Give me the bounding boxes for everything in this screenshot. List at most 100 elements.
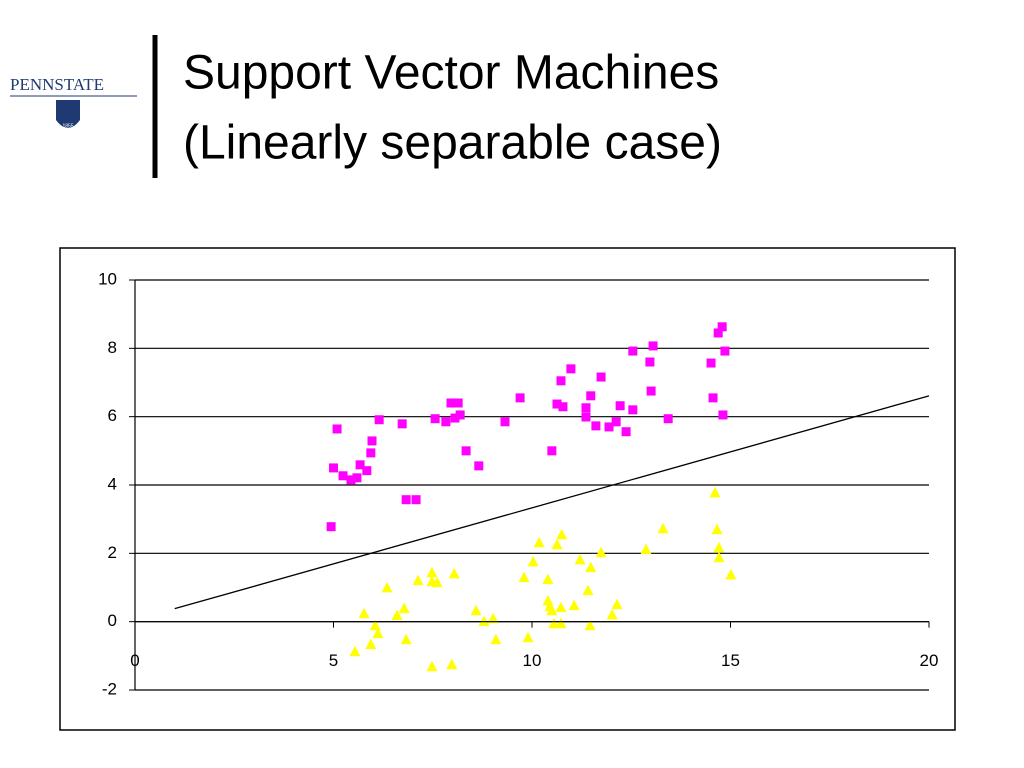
data-point — [548, 617, 560, 629]
data-point — [725, 568, 737, 580]
data-point — [604, 422, 614, 432]
data-point — [568, 599, 580, 611]
data-point — [431, 576, 443, 588]
data-point — [558, 402, 568, 412]
data-point — [552, 399, 562, 409]
data-point — [596, 372, 606, 382]
data-point — [606, 608, 618, 620]
data-point — [448, 567, 460, 579]
data-point — [474, 461, 484, 471]
data-point — [586, 391, 596, 401]
x-tick-label: 0 — [130, 651, 139, 670]
x-tick-label: 5 — [329, 651, 338, 670]
logo-shield — [56, 100, 80, 128]
data-point — [708, 393, 718, 403]
data-point — [430, 414, 440, 424]
y-tick-label: 0 — [108, 611, 117, 630]
data-point — [367, 436, 377, 446]
data-point — [478, 615, 490, 627]
data-point — [546, 604, 558, 616]
data-point — [611, 417, 621, 427]
data-point — [411, 495, 421, 505]
data-point — [657, 522, 669, 534]
y-tick-label: 4 — [108, 474, 117, 493]
y-tick-label: -2 — [102, 679, 117, 698]
data-point — [398, 602, 410, 614]
data-point — [515, 393, 525, 403]
data-point — [555, 601, 567, 613]
y-tick-label: 2 — [108, 543, 117, 562]
data-point — [381, 581, 393, 593]
data-point — [412, 574, 424, 586]
chart-frame — [59, 247, 956, 731]
data-point — [500, 417, 510, 427]
data-point — [717, 322, 727, 332]
data-point — [542, 594, 554, 606]
separating-line — [174, 395, 930, 610]
data-point — [453, 398, 463, 408]
data-point — [487, 612, 499, 624]
data-point — [365, 638, 377, 650]
data-point — [713, 541, 725, 553]
data-point — [441, 417, 451, 427]
data-point — [518, 571, 530, 583]
y-tick-label: 6 — [108, 406, 117, 425]
data-point — [615, 401, 625, 411]
data-point — [706, 358, 716, 368]
data-point — [582, 584, 594, 596]
logo-year: 1855 — [62, 123, 73, 129]
data-point — [584, 619, 596, 631]
data-point — [391, 609, 403, 621]
data-point — [446, 658, 458, 670]
data-point — [358, 607, 370, 619]
data-point — [461, 446, 471, 456]
y-tick-label: 10 — [98, 269, 117, 288]
data-point — [522, 631, 534, 643]
data-point — [556, 528, 568, 540]
data-point — [455, 410, 465, 420]
data-point — [355, 460, 365, 470]
data-point — [640, 543, 652, 555]
data-point — [426, 566, 438, 578]
x-tick-label: 20 — [920, 651, 939, 670]
x-tick-label: 15 — [721, 651, 740, 670]
data-point — [470, 604, 482, 616]
data-point — [450, 413, 460, 423]
data-point — [581, 412, 591, 422]
data-point — [352, 473, 362, 483]
data-point — [718, 410, 728, 420]
data-point — [709, 486, 721, 498]
data-point — [400, 633, 412, 645]
data-point — [547, 446, 557, 456]
data-point — [663, 414, 673, 424]
data-point — [566, 364, 576, 374]
data-point — [713, 551, 725, 563]
data-point — [490, 633, 502, 645]
data-point — [397, 419, 407, 429]
data-point — [621, 427, 631, 437]
data-point — [329, 463, 338, 473]
data-point — [646, 386, 656, 396]
y-tick-label: 8 — [108, 338, 117, 357]
data-point — [611, 598, 623, 610]
data-point — [711, 523, 723, 535]
data-point — [713, 328, 723, 338]
x-tick-label: 10 — [523, 651, 542, 670]
data-point — [369, 619, 381, 631]
data-point — [648, 341, 658, 351]
data-point — [585, 561, 597, 573]
data-point — [581, 403, 591, 413]
data-point — [551, 538, 563, 550]
data-point — [533, 536, 545, 548]
data-point — [720, 346, 730, 356]
data-point — [326, 522, 336, 532]
data-point — [446, 398, 456, 408]
data-point — [591, 421, 601, 431]
title-line: (Linearly separable case) — [183, 117, 722, 170]
data-point — [372, 627, 384, 639]
data-point — [595, 546, 607, 558]
data-point — [527, 555, 539, 567]
data-point — [362, 466, 372, 476]
data-point — [542, 573, 554, 585]
